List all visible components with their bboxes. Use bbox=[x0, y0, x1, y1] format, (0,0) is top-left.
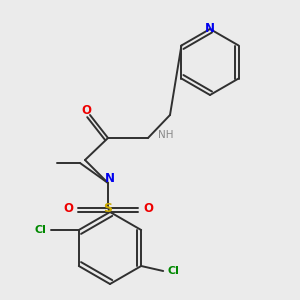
Text: O: O bbox=[143, 202, 153, 214]
Text: S: S bbox=[103, 202, 112, 214]
Text: Cl: Cl bbox=[167, 266, 179, 276]
Text: Cl: Cl bbox=[35, 225, 47, 235]
Text: N: N bbox=[105, 172, 115, 185]
Text: O: O bbox=[63, 202, 73, 214]
Text: N: N bbox=[205, 22, 215, 34]
Text: O: O bbox=[81, 104, 91, 118]
Text: NH: NH bbox=[158, 130, 173, 140]
